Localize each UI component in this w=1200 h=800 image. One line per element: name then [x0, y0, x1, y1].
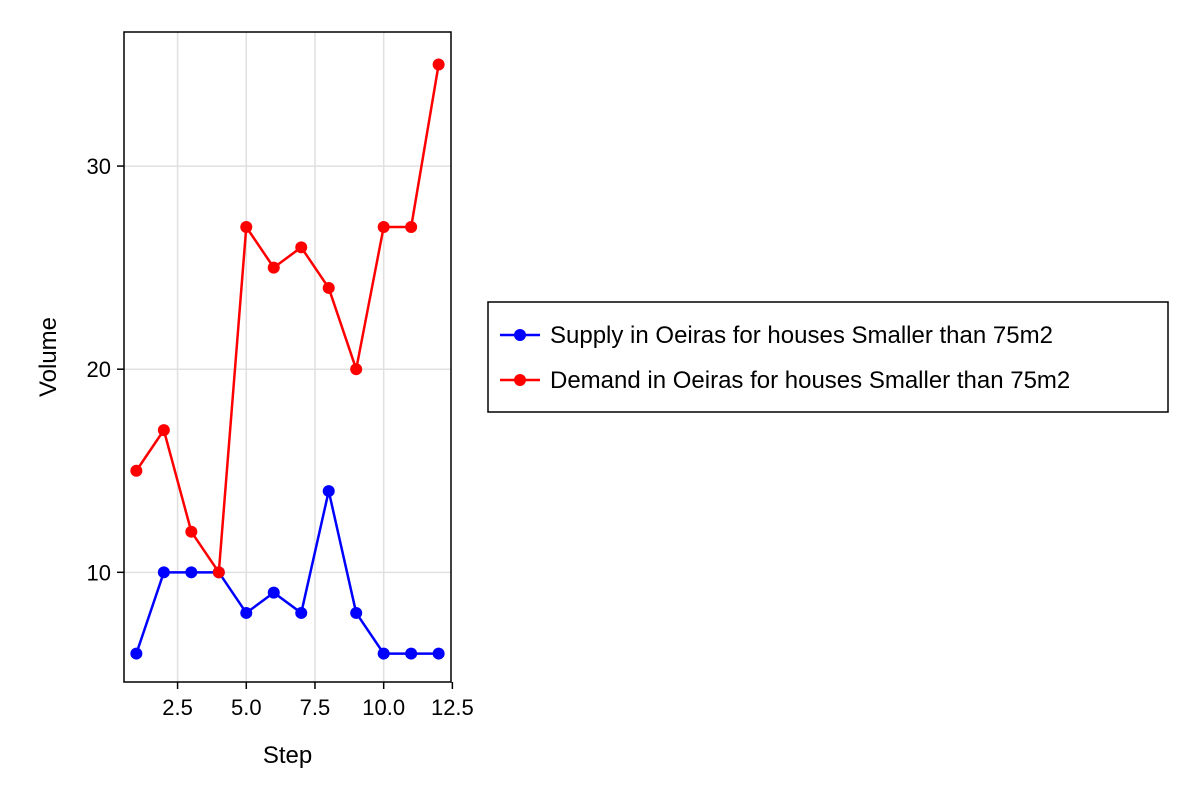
- series-layer: [130, 58, 445, 660]
- legend-marker: [514, 329, 526, 341]
- data-point: [240, 221, 253, 233]
- x-tick-label: 2.5: [162, 695, 193, 720]
- grid-lines: [124, 32, 451, 682]
- legend-items: Supply in Oeiras for houses Smaller than…: [500, 322, 1070, 394]
- x-tick-label: 5.0: [231, 695, 262, 720]
- y-tick-label: 20: [87, 357, 111, 382]
- data-point: [405, 221, 418, 233]
- x-tick-label: 10.0: [362, 695, 405, 720]
- x-axis: 2.5 5.0 7.5 10.0 12.5: [162, 682, 474, 720]
- legend-label: Supply in Oeiras for houses Smaller than…: [550, 322, 1053, 349]
- data-point: [130, 464, 143, 477]
- x-tick-label: 7.5: [300, 695, 331, 720]
- data-point: [405, 647, 418, 660]
- legend-label: Demand in Oeiras for houses Smaller than…: [550, 367, 1070, 394]
- series-demand: [130, 58, 445, 579]
- data-point: [432, 58, 445, 71]
- data-point: [240, 606, 253, 619]
- data-point: [350, 363, 363, 376]
- y-axis-title: Volume: [35, 317, 62, 397]
- legend-item: Demand in Oeiras for houses Smaller than…: [500, 367, 1070, 394]
- data-point: [185, 525, 198, 538]
- data-point: [267, 586, 280, 599]
- legend: Supply in Oeiras for houses Smaller than…: [487, 301, 1169, 413]
- y-tick-label: 10: [87, 560, 111, 585]
- data-point: [212, 566, 225, 579]
- data-point: [157, 566, 170, 579]
- legend-box: [487, 301, 1169, 413]
- data-point: [267, 261, 280, 274]
- legend-item: Supply in Oeiras for houses Smaller than…: [500, 322, 1053, 349]
- y-tick-label: 30: [87, 154, 111, 179]
- data-point: [295, 241, 308, 254]
- x-axis-title: Step: [263, 742, 312, 769]
- data-point: [295, 606, 308, 619]
- x-tick-label: 12.5: [431, 695, 474, 720]
- data-point: [350, 606, 363, 619]
- data-point: [157, 424, 170, 437]
- data-point: [377, 221, 390, 233]
- data-point: [432, 647, 445, 660]
- legend-marker: [514, 374, 526, 386]
- plot-area-frame: [123, 31, 452, 683]
- data-point: [185, 566, 198, 579]
- y-axis: 10 20 30: [87, 154, 124, 585]
- data-point: [322, 281, 335, 294]
- data-point: [377, 647, 390, 660]
- data-point: [322, 485, 335, 498]
- data-point: [130, 647, 143, 660]
